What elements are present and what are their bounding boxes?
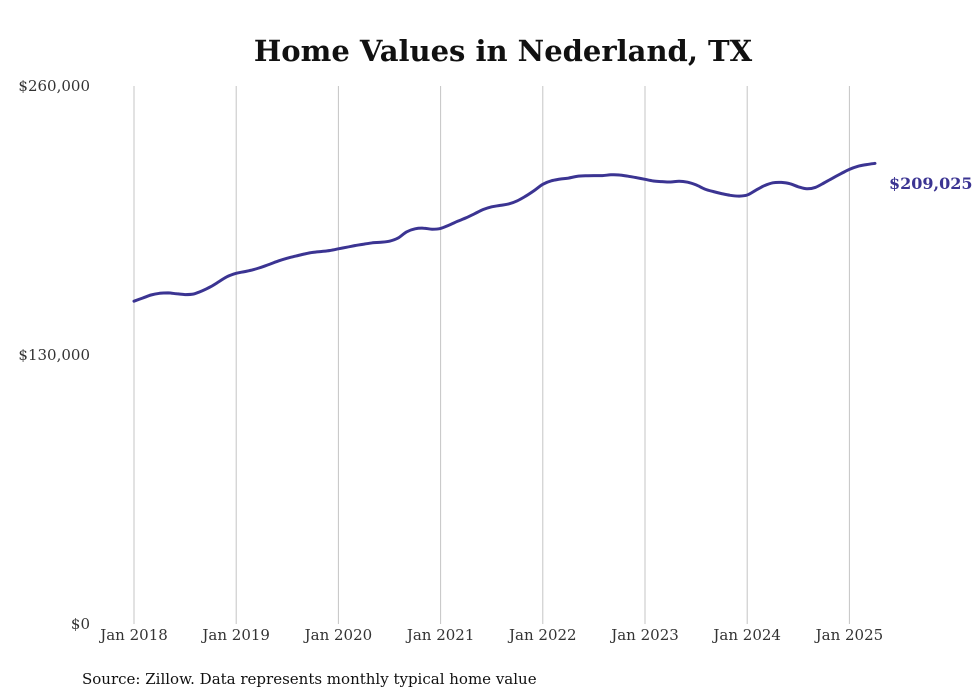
y-axis-ticks: $0 $130,000 $260,000 bbox=[18, 77, 90, 633]
x-tick-label: Jan 2024 bbox=[711, 626, 781, 644]
y-tick-label: $260,000 bbox=[18, 77, 90, 95]
x-tick-label: Jan 2023 bbox=[609, 626, 679, 644]
series-layer bbox=[132, 161, 877, 303]
home-value-line bbox=[132, 161, 877, 303]
x-tick-label: Jan 2022 bbox=[507, 626, 577, 644]
y-tick-label: $130,000 bbox=[18, 346, 90, 364]
x-axis-ticks: Jan 2018 Jan 2019 Jan 2020 Jan 2021 Jan 2022… bbox=[98, 626, 883, 644]
x-tick-label: Jan 2021 bbox=[405, 626, 475, 644]
end-value-label: $209,025 bbox=[889, 174, 973, 193]
x-tick-label: Jan 2018 bbox=[98, 626, 168, 644]
x-tick-label: Jan 2019 bbox=[200, 626, 270, 644]
y-tick-label: $0 bbox=[71, 615, 90, 633]
chart-title: Home Values in Nederland, TX bbox=[254, 34, 753, 68]
x-tick-label: Jan 2020 bbox=[303, 626, 373, 644]
source-note: Source: Zillow. Data represents monthly … bbox=[82, 670, 537, 688]
gridlines bbox=[133, 86, 850, 624]
x-tick-label: Jan 2025 bbox=[814, 626, 884, 644]
